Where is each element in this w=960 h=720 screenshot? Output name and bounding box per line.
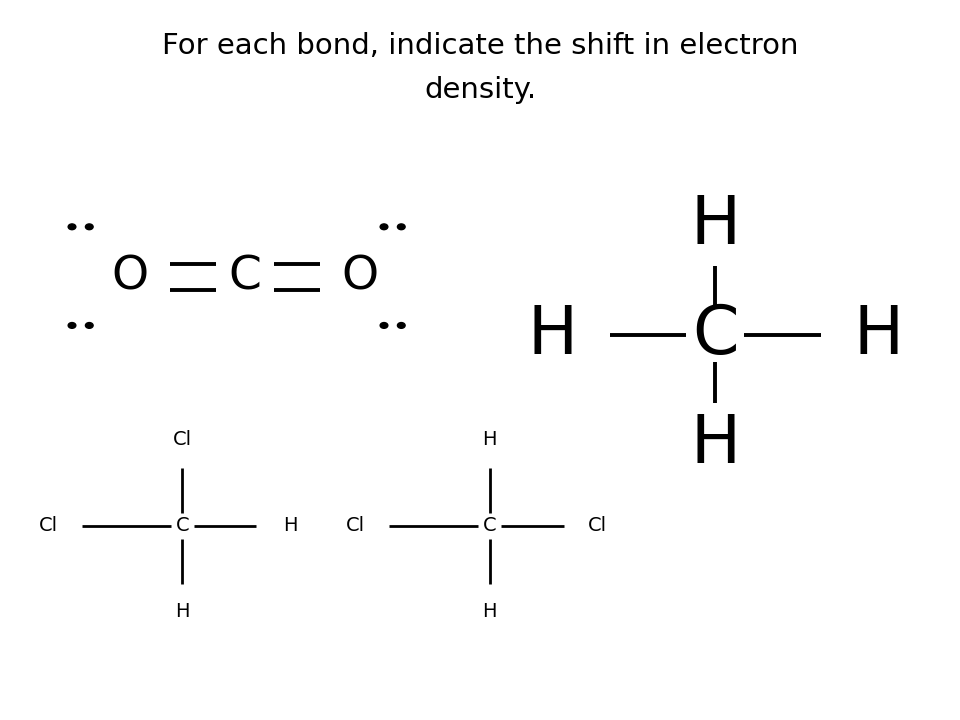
Circle shape xyxy=(380,224,388,230)
Text: Cl: Cl xyxy=(346,516,365,535)
Text: H: H xyxy=(175,602,190,621)
Text: C: C xyxy=(483,516,496,535)
Circle shape xyxy=(85,224,93,230)
Text: For each bond, indicate the shift in electron: For each bond, indicate the shift in ele… xyxy=(161,32,799,60)
Text: Cl: Cl xyxy=(588,516,607,535)
Text: H: H xyxy=(853,302,903,368)
Text: density.: density. xyxy=(424,76,536,104)
Text: H: H xyxy=(527,302,577,368)
Text: O: O xyxy=(111,255,148,300)
Text: O: O xyxy=(342,255,378,300)
Text: C: C xyxy=(176,516,189,535)
Text: H: H xyxy=(482,602,497,621)
Circle shape xyxy=(397,323,405,328)
Circle shape xyxy=(68,224,76,230)
Text: H: H xyxy=(690,411,740,477)
Circle shape xyxy=(380,323,388,328)
Circle shape xyxy=(397,224,405,230)
Circle shape xyxy=(85,323,93,328)
Text: H: H xyxy=(282,516,298,535)
Circle shape xyxy=(68,323,76,328)
Text: Cl: Cl xyxy=(173,431,192,449)
Text: C: C xyxy=(692,302,738,368)
Text: H: H xyxy=(690,192,740,258)
Text: C: C xyxy=(228,255,261,300)
Text: Cl: Cl xyxy=(38,516,58,535)
Text: H: H xyxy=(482,431,497,449)
